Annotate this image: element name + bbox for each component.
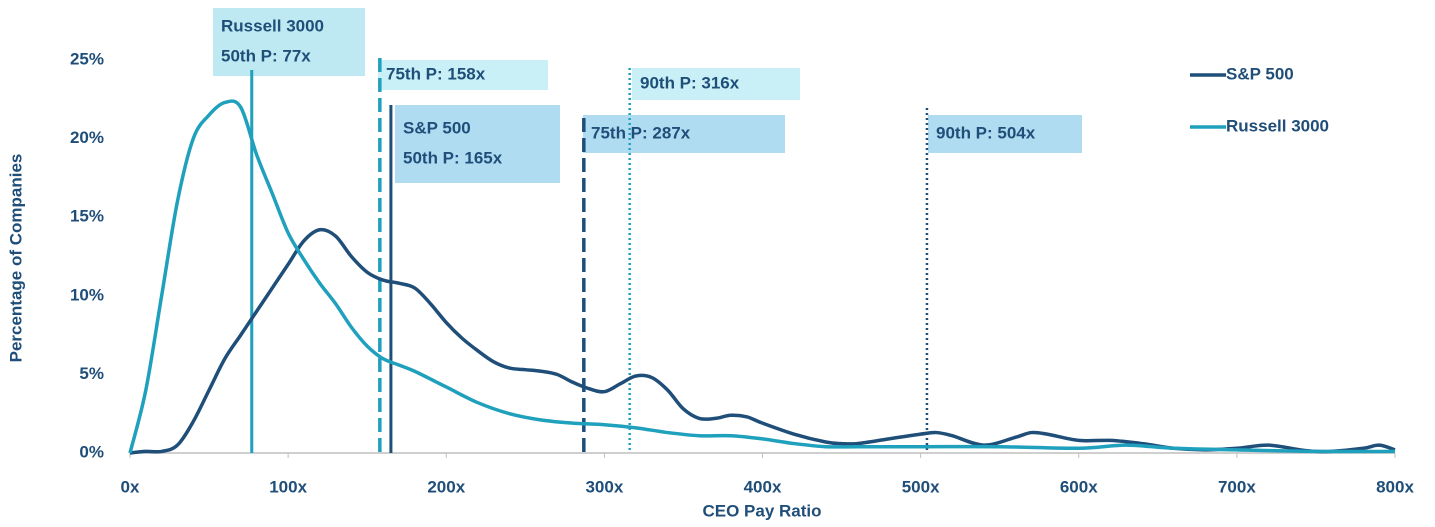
annotation-box — [583, 115, 785, 153]
legend-label: S&P 500 — [1226, 64, 1294, 83]
annotation-box — [213, 8, 365, 76]
y-tick-label: 5% — [79, 364, 104, 383]
series-line — [129, 227, 1396, 455]
legend-label: Russell 3000 — [1226, 116, 1329, 135]
series-line — [128, 99, 1396, 454]
annotation-text: 75th P: 287x — [591, 123, 691, 142]
y-tick-label: 0% — [79, 442, 104, 461]
x-tick-label: 800x — [1376, 477, 1414, 496]
annotation-text: S&P 500 — [403, 118, 471, 137]
x-tick-label: 300x — [585, 477, 623, 496]
x-axis-label: CEO Pay Ratio — [702, 501, 821, 520]
annotation-box — [928, 115, 1082, 153]
annotation-text: 50th P: 165x — [403, 148, 503, 167]
y-tick-label: 10% — [70, 285, 104, 304]
annotation-box — [395, 105, 560, 183]
x-tick-label: 500x — [902, 477, 940, 496]
x-tick-label: 400x — [744, 477, 782, 496]
annotation-text: 90th P: 316x — [640, 73, 740, 92]
y-axis-label: Percentage of Companies — [6, 154, 25, 363]
x-tick-label: 100x — [269, 477, 307, 496]
annotation-text: Russell 3000 — [221, 16, 324, 35]
annotation-box — [378, 60, 548, 90]
x-tick-label: 700x — [1218, 477, 1256, 496]
x-tick-label: 200x — [427, 477, 465, 496]
y-tick-label: 25% — [70, 49, 104, 68]
y-tick-label: 15% — [70, 207, 104, 226]
y-tick-label: 20% — [70, 128, 104, 147]
annotation-box — [632, 68, 800, 100]
x-tick-label: 0x — [121, 477, 140, 496]
x-tick-label: 600x — [1060, 477, 1098, 496]
annotation-text: 50th P: 77x — [221, 46, 311, 65]
annotation-text: 90th P: 504x — [936, 123, 1036, 142]
annotation-text: 75th P: 158x — [386, 64, 486, 83]
